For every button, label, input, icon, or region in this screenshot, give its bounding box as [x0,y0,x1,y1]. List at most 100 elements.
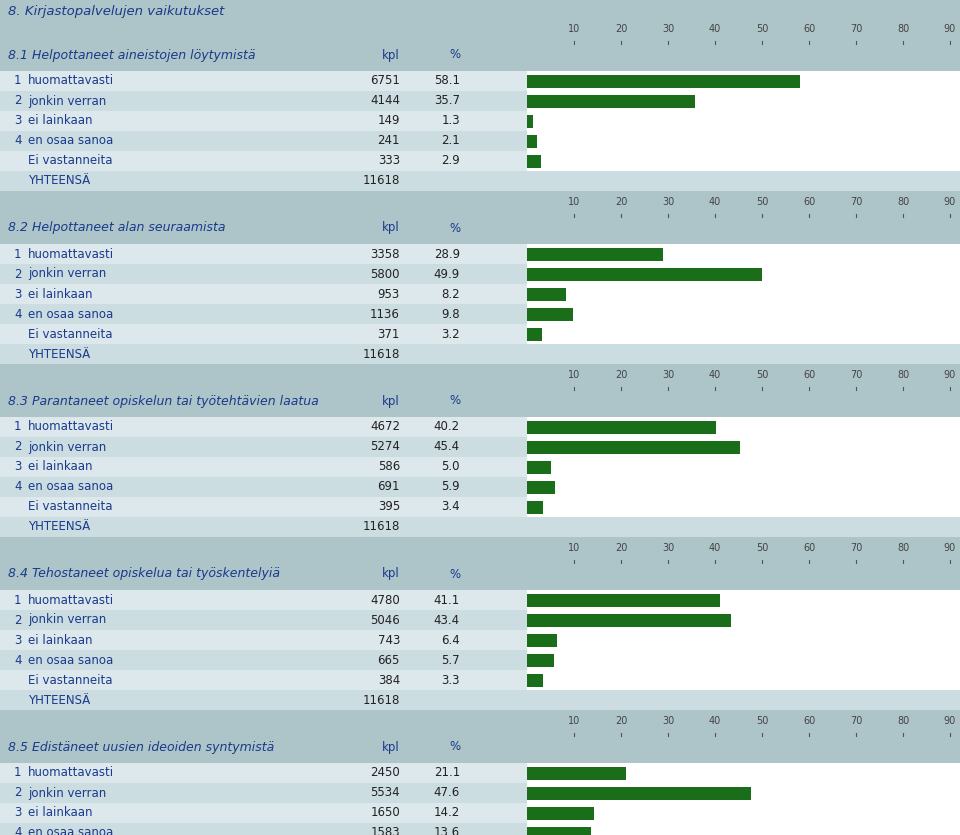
Text: Ei vastanneita: Ei vastanneita [28,154,112,168]
Bar [527,344,960,364]
Bar [0,304,527,324]
Text: 40: 40 [708,197,721,207]
Text: 70: 70 [850,370,862,380]
Bar [0,171,527,191]
Text: 10: 10 [568,543,580,553]
Bar [527,134,537,148]
Text: 2: 2 [14,267,21,281]
Text: %: % [449,221,460,235]
Text: 49.9: 49.9 [434,267,460,281]
Bar [527,71,960,191]
Text: 149: 149 [377,114,400,128]
Text: jonkin verran: jonkin verran [28,441,107,453]
Bar [527,91,960,111]
Text: 60: 60 [803,543,815,553]
Text: 1: 1 [14,594,21,606]
Bar [0,823,527,835]
Text: 691: 691 [377,480,400,493]
Bar [0,412,960,417]
Text: en osaa sanoa: en osaa sanoa [28,307,113,321]
Text: 45.4: 45.4 [434,441,460,453]
Text: 20: 20 [614,197,627,207]
Text: kpl: kpl [382,221,400,235]
Bar [527,324,960,344]
Text: 35.7: 35.7 [434,94,460,108]
Text: 5.9: 5.9 [442,480,460,493]
Bar [0,91,527,111]
Bar [527,171,960,191]
Text: 3: 3 [14,287,21,301]
Text: 1: 1 [14,421,21,433]
Text: 40: 40 [708,543,721,553]
Bar [0,22,960,44]
Text: 20: 20 [614,716,627,726]
Text: 90: 90 [944,24,956,34]
Text: ei lainkaan: ei lainkaan [28,807,92,819]
Text: 80: 80 [897,24,909,34]
Text: 2450: 2450 [371,767,400,780]
Text: 70: 70 [850,716,862,726]
Text: %: % [449,568,460,580]
Text: 50: 50 [756,716,768,726]
Bar [527,74,800,88]
Text: 58.1: 58.1 [434,74,460,88]
Bar [527,517,960,537]
Text: kpl: kpl [382,568,400,580]
Text: Ei vastanneita: Ei vastanneita [28,327,112,341]
Text: 50: 50 [756,543,768,553]
Text: huomattavasti: huomattavasti [28,421,114,433]
Text: 50: 50 [756,370,768,380]
Text: 8.1 Helpottaneet aineistojen löytymistä: 8.1 Helpottaneet aineistojen löytymistä [8,48,255,62]
Bar [527,111,960,131]
Bar [0,344,527,364]
Bar [527,674,542,686]
Text: 371: 371 [377,327,400,341]
Text: 30: 30 [661,716,674,726]
Bar [0,497,527,517]
Text: 14.2: 14.2 [434,807,460,819]
Bar [527,803,960,823]
Bar [527,94,695,108]
Text: 3.4: 3.4 [442,500,460,514]
Text: 40: 40 [708,370,721,380]
Text: 20: 20 [614,543,627,553]
Bar [0,763,527,783]
Bar [527,497,960,517]
Bar [0,111,527,131]
Text: 6751: 6751 [371,74,400,88]
Bar [0,537,960,541]
Text: 5274: 5274 [371,441,400,453]
Text: en osaa sanoa: en osaa sanoa [28,134,113,148]
Bar [0,217,960,239]
Text: ei lainkaan: ei lainkaan [28,460,92,473]
Text: 1: 1 [14,74,21,88]
Bar [527,460,550,473]
Bar [527,171,960,191]
Bar [527,284,960,304]
Bar [0,590,527,610]
Text: ei lainkaan: ei lainkaan [28,114,92,128]
Bar [527,344,960,364]
Text: 50: 50 [756,197,768,207]
Bar [527,610,960,630]
Text: 20: 20 [614,370,627,380]
Bar [527,517,960,537]
Text: 10: 10 [568,24,580,34]
Bar [527,767,626,780]
Text: 3: 3 [14,460,21,473]
Bar [527,590,960,610]
Text: 13.6: 13.6 [434,827,460,835]
Text: 4672: 4672 [370,421,400,433]
Bar [0,563,960,585]
Text: 30: 30 [661,24,674,34]
Text: 28.9: 28.9 [434,247,460,261]
Text: 1: 1 [14,247,21,261]
Text: 80: 80 [897,716,909,726]
Text: en osaa sanoa: en osaa sanoa [28,480,113,493]
Bar [0,517,527,537]
Text: 60: 60 [803,197,815,207]
Bar [527,131,960,151]
Text: 3: 3 [14,114,21,128]
Text: 10: 10 [568,197,580,207]
Text: 2: 2 [14,787,21,799]
